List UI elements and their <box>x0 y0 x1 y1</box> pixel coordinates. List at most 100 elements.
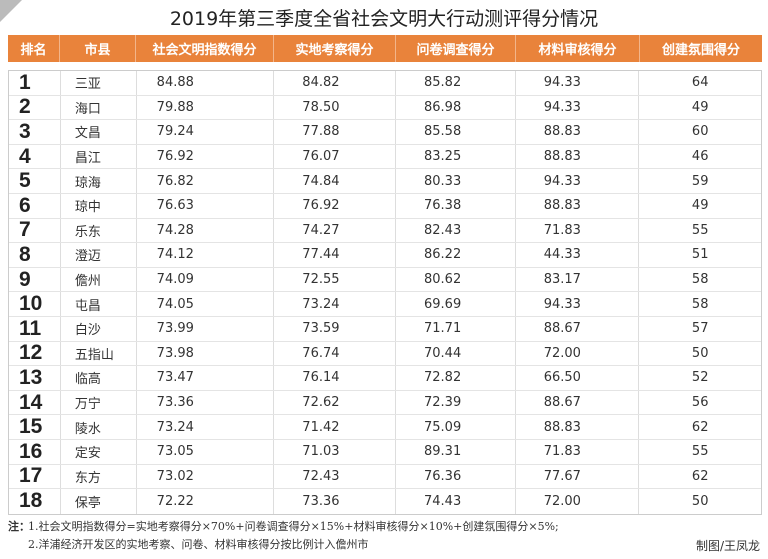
table-cell: 58 <box>691 296 709 312</box>
table-cell: 海口 <box>61 95 137 120</box>
table-row: 3 文昌 79.24 77.88 85.58 88.83 60 <box>9 120 761 145</box>
notes-label: 注： <box>8 520 30 533</box>
table-cell: 74.27 <box>274 218 396 243</box>
table-cell: 71.83 <box>516 218 640 243</box>
table-row: 10 屯昌 74.05 73.24 69.69 94.33 58 <box>9 292 761 317</box>
table-cell: 66.50 <box>516 366 640 390</box>
table-cell: 77.44 <box>274 243 396 267</box>
table-cell: 76.92 <box>137 144 275 169</box>
header-cell: 实地考察得分 <box>274 35 396 62</box>
table-cell: 73.47 <box>137 366 275 390</box>
table-row: 1 三亚 84.88 84.82 85.82 94.33 64 <box>9 71 761 96</box>
rank-cell: 13 <box>9 366 61 390</box>
table-cell: 万宁 <box>61 390 137 415</box>
table-cell: 76.36 <box>396 464 516 489</box>
notes-items: 1.社会文明指数得分=实地考察得分×70%+问卷调查得分×15%+材料审核得分×… <box>28 518 559 554</box>
table-cell: 琼中 <box>61 193 137 218</box>
table-cell: 澄迈 <box>61 243 137 267</box>
table-cell: 74.09 <box>137 267 275 292</box>
table-cell: 82.43 <box>396 218 516 243</box>
table-cell: 73.05 <box>137 439 275 464</box>
table-cell: 46 <box>691 149 709 165</box>
table-cell: 儋州 <box>61 267 137 292</box>
table-cell: 55 <box>691 444 709 460</box>
table-cell: 71.71 <box>396 316 516 341</box>
table-cell: 74.43 <box>396 489 516 514</box>
rank-cell: 1 <box>9 71 61 95</box>
table-row: 4 昌江 76.92 76.07 83.25 88.83 46 <box>9 145 761 170</box>
table-cell: 83.17 <box>516 267 640 292</box>
table-cell: 72.82 <box>396 366 516 390</box>
table-cell: 78.50 <box>274 95 396 120</box>
table-cell: 73.59 <box>274 316 396 341</box>
table-cell: 76.07 <box>274 144 396 169</box>
table-cell: 73.24 <box>274 292 396 316</box>
table-cell: 86.22 <box>396 243 516 267</box>
rank-cell: 10 <box>9 292 61 316</box>
table-cell: 72.00 <box>516 341 640 366</box>
table-cell: 94.33 <box>516 71 640 95</box>
table-cell: 73.98 <box>137 341 275 366</box>
table-cell: 50 <box>691 345 709 361</box>
table-cell: 76.74 <box>274 341 396 366</box>
table-cell: 70.44 <box>396 341 516 366</box>
table-cell: 五指山 <box>61 341 137 366</box>
table-cell: 72.55 <box>274 267 396 292</box>
table-cell: 88.67 <box>516 316 640 341</box>
table-cell: 49 <box>691 198 709 214</box>
header-cell: 问卷调查得分 <box>396 35 516 62</box>
table-cell: 94.33 <box>516 95 640 120</box>
table-cell: 58 <box>691 272 709 288</box>
table-cell: 陵水 <box>61 415 137 439</box>
rank-cell: 8 <box>9 243 61 267</box>
header-cell: 市县 <box>60 35 136 62</box>
table-cell: 74.05 <box>137 292 275 316</box>
table-cell: 文昌 <box>61 120 137 144</box>
table-row: 18 保亭 72.22 73.36 74.43 72.00 50 <box>9 489 761 514</box>
table-cell: 50 <box>691 493 709 509</box>
table-cell: 88.83 <box>516 193 640 218</box>
table-cell: 80.62 <box>396 267 516 292</box>
table-cell: 79.88 <box>137 95 275 120</box>
rank-cell: 9 <box>9 268 61 292</box>
rank-cell: 3 <box>9 120 61 144</box>
table-cell: 44.33 <box>516 243 640 267</box>
table-cell: 94.33 <box>516 292 640 316</box>
header-cell: 材料审核得分 <box>516 35 640 62</box>
table-cell: 64 <box>691 75 709 91</box>
table-cell: 77.88 <box>274 120 396 144</box>
table-cell: 屯昌 <box>61 292 137 316</box>
table-cell: 69.69 <box>396 292 516 316</box>
table-cell: 88.83 <box>516 415 640 439</box>
table-cell: 77.67 <box>516 464 640 489</box>
table-cell: 琼海 <box>61 169 137 193</box>
table-cell: 73.36 <box>137 390 275 415</box>
table-cell: 84.82 <box>274 71 396 95</box>
table-row: 16 定安 73.05 71.03 89.31 71.83 55 <box>9 440 761 465</box>
table-cell: 88.83 <box>516 120 640 144</box>
note-item: 1.社会文明指数得分=实地考察得分×70%+问卷调查得分×15%+材料审核得分×… <box>28 520 559 533</box>
table-cell: 85.82 <box>396 71 516 95</box>
table-cell: 73.99 <box>137 316 275 341</box>
table-cell: 72.39 <box>396 390 516 415</box>
table-cell: 临高 <box>61 366 137 390</box>
table-cell: 76.38 <box>396 193 516 218</box>
table-cell: 79.24 <box>137 120 275 144</box>
table-cell: 东方 <box>61 464 137 489</box>
table-cell: 白沙 <box>61 316 137 341</box>
table-row: 11 白沙 73.99 73.59 71.71 88.67 57 <box>9 317 761 342</box>
table-cell: 昌江 <box>61 144 137 169</box>
corner-mark <box>0 0 22 22</box>
table-cell: 71.83 <box>516 439 640 464</box>
header-cell: 创建氛围得分 <box>661 43 740 58</box>
table-cell: 94.33 <box>516 169 640 193</box>
table-cell: 59 <box>691 173 709 189</box>
table-cell: 保亭 <box>61 489 137 514</box>
rank-cell: 6 <box>9 194 61 218</box>
rank-cell: 14 <box>9 391 61 415</box>
table-cell: 88.83 <box>516 144 640 169</box>
rank-cell: 7 <box>9 218 61 243</box>
table-cell: 88.67 <box>516 390 640 415</box>
table-cell: 52 <box>691 370 709 386</box>
table-cell: 85.58 <box>396 120 516 144</box>
